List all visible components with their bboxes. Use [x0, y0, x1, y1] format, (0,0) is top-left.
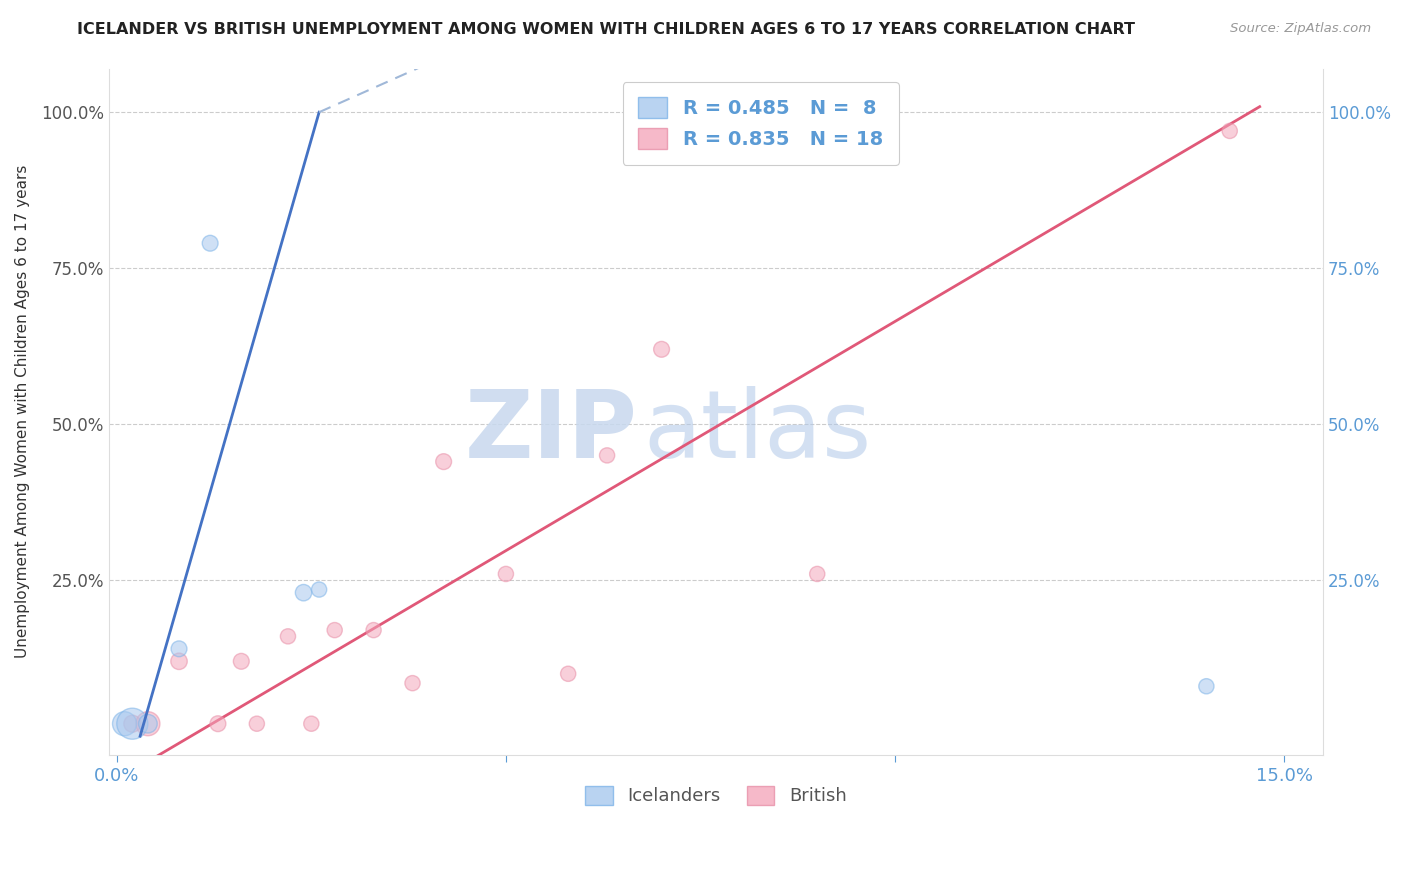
Point: [495, 566, 517, 581]
Point: [299, 716, 322, 731]
Point: [167, 654, 190, 668]
Point: [806, 566, 828, 581]
Point: [114, 716, 136, 731]
Point: [246, 716, 269, 731]
Point: [1195, 679, 1218, 693]
Point: [323, 623, 346, 637]
Point: [596, 449, 619, 463]
Text: atlas: atlas: [643, 386, 872, 478]
Point: [401, 676, 423, 690]
Point: [207, 716, 229, 731]
Legend: Icelanders, British: Icelanders, British: [576, 777, 856, 814]
Y-axis label: Unemployment Among Women with Children Ages 6 to 17 years: Unemployment Among Women with Children A…: [15, 165, 30, 658]
Point: [292, 585, 315, 599]
Point: [363, 623, 385, 637]
Text: ZIP: ZIP: [464, 386, 637, 478]
Point: [121, 716, 143, 731]
Text: Source: ZipAtlas.com: Source: ZipAtlas.com: [1230, 22, 1371, 36]
Text: ICELANDER VS BRITISH UNEMPLOYMENT AMONG WOMEN WITH CHILDREN AGES 6 TO 17 YEARS C: ICELANDER VS BRITISH UNEMPLOYMENT AMONG …: [77, 22, 1135, 37]
Point: [1219, 124, 1241, 138]
Point: [651, 343, 673, 357]
Point: [557, 666, 579, 681]
Point: [433, 455, 456, 469]
Point: [231, 654, 253, 668]
Point: [308, 582, 330, 597]
Point: [121, 716, 143, 731]
Point: [136, 716, 159, 731]
Point: [198, 236, 221, 251]
Point: [277, 629, 299, 643]
Point: [136, 716, 159, 731]
Point: [167, 641, 190, 656]
